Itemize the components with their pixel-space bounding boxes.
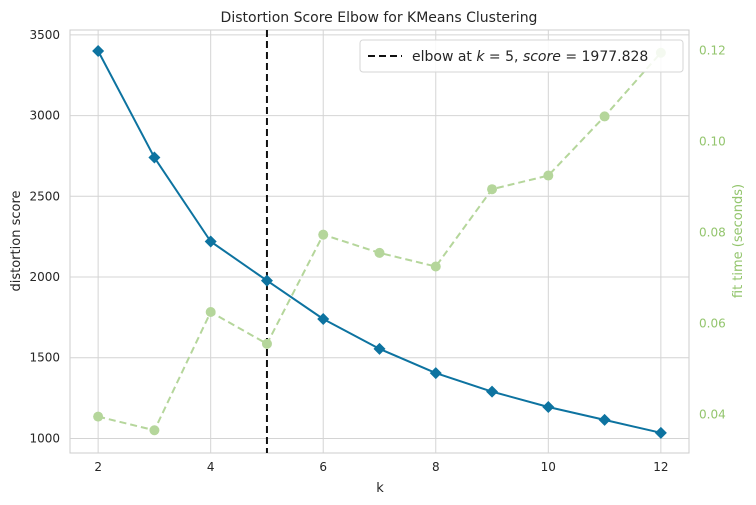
legend-elbow-label: elbow at k = 5, score = 1977.828 [412, 49, 648, 65]
y-tick-label: 3500 [29, 28, 60, 42]
y-tick-label: 3000 [29, 109, 60, 123]
x-tick-label: 6 [319, 460, 327, 474]
x-tick-label: 10 [541, 460, 556, 474]
plot-area [69, 29, 690, 454]
fit-time-point [318, 229, 329, 240]
distortion-point [317, 312, 330, 325]
y2-tick-label: 0.10 [699, 134, 726, 148]
distortion-point [598, 413, 611, 426]
distortion-point [92, 44, 105, 57]
distortion-point [654, 426, 667, 439]
distortion-point [486, 385, 499, 398]
y-tick-label: 1000 [29, 431, 60, 445]
tick-labels: 2 4 6 8 10 12 1000 1500 2000 2500 3000 3500 0.04 0.06… [29, 28, 725, 474]
y-tick-label: 2000 [29, 270, 60, 284]
x-tick-label: 12 [653, 460, 668, 474]
grid-lines [70, 30, 689, 453]
fit-time-series [93, 47, 666, 436]
distortion-point [260, 274, 273, 287]
distortion-point [204, 235, 217, 248]
fit-time-point [93, 411, 104, 422]
fit-time-point [374, 247, 385, 258]
x-tick-label: 8 [432, 460, 440, 474]
chart-title: Distortion Score Elbow for KMeans Cluste… [221, 10, 538, 26]
distortion-point [429, 367, 442, 380]
legend-part-score-value: = 1977.828 [561, 49, 648, 65]
y2-axis-title: fit time (seconds) [731, 184, 746, 298]
legend-box [359, 39, 684, 73]
distortion-point [542, 400, 555, 413]
fit-time-point [149, 425, 160, 436]
distortion-series [92, 44, 667, 439]
legend-part-score: score [523, 49, 561, 65]
fit-time-point [543, 170, 554, 181]
y2-tick-label: 0.06 [699, 316, 726, 330]
distortion-point [148, 151, 161, 164]
fit-time-point [599, 111, 610, 122]
fit-time-point [430, 261, 441, 272]
fit-time-point [205, 307, 216, 317]
x-axis-title: k [376, 481, 384, 496]
x-tick-label: 4 [207, 460, 215, 474]
y-tick-label: 2500 [29, 189, 60, 203]
y-tick-label: 1500 [29, 351, 60, 365]
legend-part-prefix: elbow at [412, 49, 476, 65]
fit-time-point [487, 184, 498, 195]
y2-tick-label: 0.08 [699, 225, 726, 239]
legend-part-k: k [476, 49, 485, 65]
y2-tick-label: 0.04 [699, 407, 726, 421]
legend: elbow at k = 5, score = 1977.828 [359, 39, 684, 73]
y2-tick-label: 0.12 [699, 43, 726, 57]
distortion-point [373, 342, 386, 355]
y-axis-title: distortion score [9, 191, 24, 292]
fit-time-point [261, 338, 272, 349]
x-tick-label: 2 [94, 460, 102, 474]
legend-part-k-value: = 5, [484, 49, 522, 65]
